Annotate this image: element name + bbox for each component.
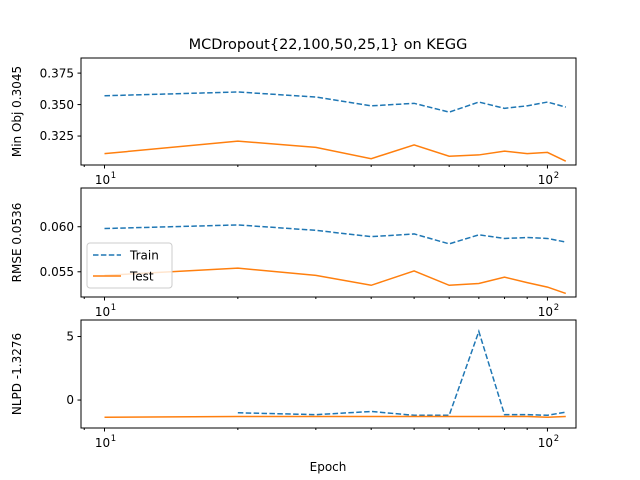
axes-frame [80, 57, 577, 166]
x-tick-exponent: 1 [111, 171, 116, 181]
series-line-train [237, 329, 566, 417]
y-tick-label: 0.055 [40, 265, 74, 279]
x-tick-exponent: 2 [554, 171, 559, 181]
series-line-test [104, 267, 567, 295]
x-axis-label: Epoch [310, 460, 347, 474]
legend-label-test: Test [129, 270, 154, 284]
axes-frame [80, 187, 577, 298]
series-line-train [104, 91, 566, 113]
x-tick-label: 10 [95, 436, 110, 450]
legend-label-train: Train [129, 249, 159, 263]
y-tick-label: 0 [66, 393, 74, 407]
x-tick-label: 10 [95, 173, 110, 187]
x-tick-label: 10 [95, 305, 110, 319]
y-tick-label: 0.325 [40, 129, 74, 143]
y-tick-label: 0.060 [40, 220, 74, 234]
chart-title: MCDropout{22,100,50,25,1} on KEGG [189, 37, 468, 53]
x-tick-label: 10 [538, 436, 553, 450]
x-tick-exponent: 2 [554, 434, 559, 444]
x-tick-label: 10 [538, 173, 553, 187]
x-tick-exponent: 2 [554, 303, 559, 313]
x-tick-exponent: 1 [111, 434, 116, 444]
x-tick-exponent: 1 [111, 303, 116, 313]
series-line-train [104, 224, 566, 245]
y-axis-label: NLPD -1.3276 [10, 333, 24, 415]
legend: Train Test [86, 242, 173, 289]
y-tick-label: 0.350 [40, 98, 74, 112]
series-line-test [104, 415, 566, 418]
y-axis-label: Min Obj 0.3045 [10, 66, 24, 157]
x-tick-label: 10 [538, 305, 553, 319]
y-tick-label: 0.375 [40, 66, 74, 80]
series-line-test [104, 140, 567, 162]
axes-frame [80, 319, 577, 429]
y-axis-label: RMSE 0.0536 [10, 203, 24, 283]
y-tick-label: 5 [66, 330, 74, 344]
